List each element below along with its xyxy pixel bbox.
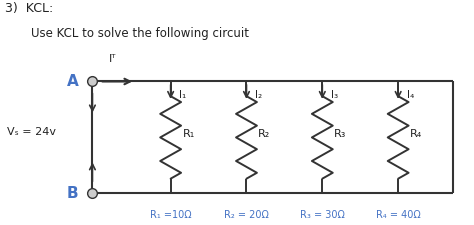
Text: Vₛ = 24v: Vₛ = 24v	[7, 126, 56, 136]
Text: R₃: R₃	[334, 128, 346, 138]
Text: I₂: I₂	[255, 90, 262, 99]
Text: A: A	[66, 74, 78, 88]
Text: I₄: I₄	[407, 90, 414, 99]
Text: R₂ = 20Ω: R₂ = 20Ω	[224, 209, 269, 219]
Text: R₃ = 30Ω: R₃ = 30Ω	[300, 209, 345, 219]
Text: R₁: R₁	[182, 128, 195, 138]
Text: B: B	[66, 185, 78, 200]
Text: R₁ =10Ω: R₁ =10Ω	[150, 209, 191, 219]
Text: 3)  KCL:: 3) KCL:	[5, 2, 53, 15]
Text: I₁: I₁	[179, 90, 186, 99]
Text: R₂: R₂	[258, 128, 271, 138]
Text: R₄ = 40Ω: R₄ = 40Ω	[376, 209, 420, 219]
Text: R₄: R₄	[410, 128, 422, 138]
Text: Use KCL to solve the following circuit: Use KCL to solve the following circuit	[31, 27, 249, 40]
Text: I₃: I₃	[331, 90, 338, 99]
Text: Iᵀ: Iᵀ	[109, 54, 117, 64]
